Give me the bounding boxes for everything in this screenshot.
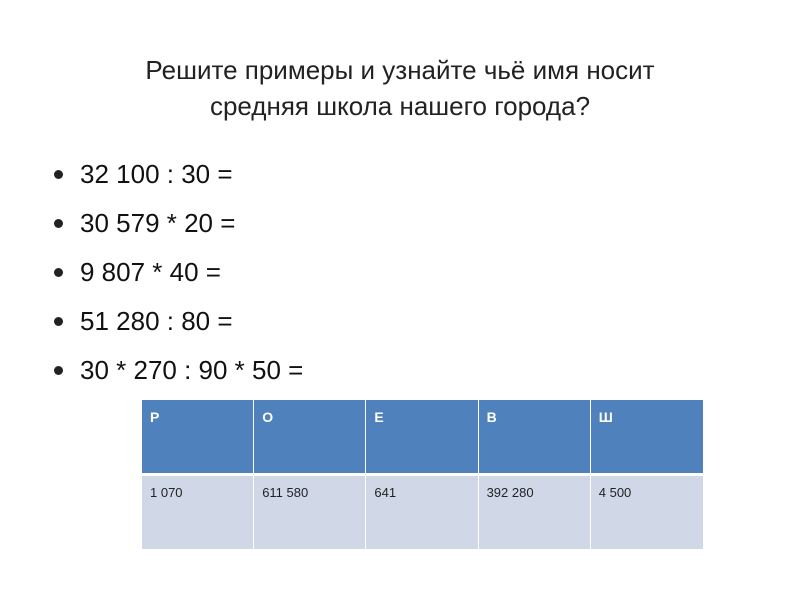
title-line-2: средняя школа нашего города?	[209, 91, 591, 121]
bullet-icon	[54, 268, 63, 277]
task-text: 51 280 : 80 =	[80, 306, 233, 336]
list-item: 32 100 : 30 =	[54, 150, 303, 199]
list-item: 30 579 * 20 =	[54, 199, 303, 248]
letter-cell: О	[254, 400, 367, 476]
value-cell: 392 280	[478, 476, 591, 549]
task-text: 30 579 * 20 =	[80, 208, 236, 238]
bullet-icon	[54, 317, 63, 326]
letter-cell: Ш	[590, 400, 703, 476]
task-text: 32 100 : 30 =	[80, 159, 233, 189]
bullet-icon	[54, 366, 63, 375]
title-line-1: Решите примеры и узнайте чьё имя носит	[145, 55, 655, 85]
table-row: 1 070 611 580 641 392 280 4 500	[142, 476, 703, 549]
value-cell: 611 580	[254, 476, 367, 549]
table-header-row: Р О Е В Ш	[142, 400, 703, 476]
bullet-icon	[54, 219, 63, 228]
value-cell: 1 070	[142, 476, 255, 549]
letter-cell: В	[478, 400, 591, 476]
list-item: 9 807 * 40 =	[54, 248, 303, 297]
value-cell: 4 500	[590, 476, 703, 549]
task-text: 30 * 270 : 90 * 50 =	[80, 355, 304, 385]
list-item: 30 * 270 : 90 * 50 =	[54, 346, 303, 395]
task-list: 32 100 : 30 = 30 579 * 20 = 9 807 * 40 =…	[54, 150, 303, 395]
letter-cell: Р	[142, 400, 255, 476]
list-item: 51 280 : 80 =	[54, 297, 303, 346]
slide-title: Решите примеры и узнайте чьё имя носит с…	[60, 52, 740, 124]
letter-cell: Е	[366, 400, 479, 476]
bullet-icon	[54, 170, 63, 179]
answer-table: Р О Е В Ш 1 070 611 580 641 392 280 4 50…	[142, 400, 703, 549]
value-cell: 641	[366, 476, 479, 549]
task-text: 9 807 * 40 =	[80, 257, 221, 287]
